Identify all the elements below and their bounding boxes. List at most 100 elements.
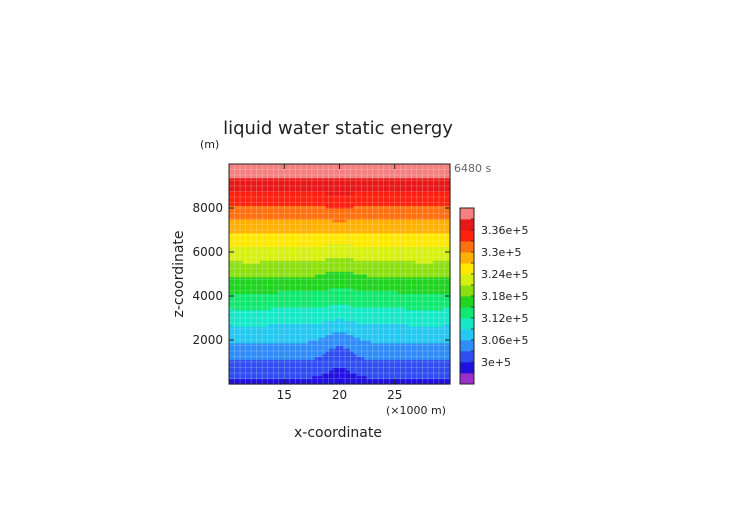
field-cell: [363, 238, 368, 242]
field-cell: [256, 186, 261, 190]
field-cell: [429, 260, 434, 264]
field-cell: [266, 210, 272, 215]
field-cell: [256, 315, 261, 319]
field-cell: [377, 312, 382, 316]
field-cell: [235, 252, 240, 256]
field-cell: [432, 287, 437, 292]
field-cell: [260, 351, 265, 355]
field-cell: [346, 285, 351, 289]
field-cell: [249, 296, 254, 300]
field-cell: [367, 166, 372, 171]
field-cell: [266, 323, 272, 327]
field-cell: [342, 254, 348, 259]
field-cell: [436, 312, 441, 316]
field-cell: [425, 263, 430, 267]
field-cell: [342, 307, 348, 311]
field-cell: [380, 287, 385, 292]
field-cell: [325, 243, 330, 248]
field-cell: [304, 271, 310, 275]
field-cell: [235, 375, 240, 380]
field-cell: [408, 164, 413, 168]
field-cell: [405, 326, 410, 330]
field-cell: [322, 298, 327, 303]
field-cell: [263, 257, 268, 261]
field-cell: [412, 224, 417, 228]
field-cell: [429, 315, 434, 319]
field-cell: [380, 210, 385, 215]
field-cell: [260, 323, 265, 327]
field-cell: [263, 191, 268, 195]
field-cell: [273, 345, 278, 349]
field-cell: [325, 309, 330, 314]
field-cell: [422, 177, 427, 182]
field-cell: [342, 309, 348, 314]
field-cell: [436, 186, 441, 190]
field-cell: [439, 334, 444, 338]
field-cell: [246, 320, 251, 325]
field-cell: [311, 285, 316, 289]
field-cell: [253, 230, 258, 234]
field-cell: [318, 219, 323, 223]
field-cell: [266, 353, 272, 358]
field-cell: [239, 348, 244, 352]
field-cell: [425, 331, 430, 336]
field-cell: [253, 359, 258, 363]
field-cell: [277, 304, 282, 308]
field-cell: [342, 230, 348, 234]
field-cell: [235, 304, 240, 308]
field-cell: [308, 260, 313, 264]
field-cell: [436, 373, 441, 377]
field-cell: [377, 230, 382, 234]
field-cell: [284, 224, 289, 228]
field-cell: [263, 238, 268, 242]
field-cell: [246, 202, 251, 206]
field-cell: [349, 219, 354, 223]
field-cell: [260, 320, 265, 325]
field-cell: [370, 334, 375, 338]
field-cell: [384, 329, 389, 333]
field-cell: [284, 298, 289, 303]
field-cell: [246, 329, 251, 333]
field-cell: [311, 304, 316, 308]
field-cell: [432, 367, 437, 371]
field-cell: [429, 188, 434, 193]
field-cell: [349, 276, 354, 281]
field-cell: [363, 257, 368, 261]
field-cell: [367, 370, 372, 374]
field-cell: [384, 194, 389, 198]
field-cell: [242, 238, 247, 242]
field-cell: [436, 194, 441, 198]
field-cell: [266, 370, 272, 374]
field-cell: [349, 175, 354, 179]
field-cell: [304, 375, 310, 380]
field-cell: [322, 202, 327, 206]
field-cell: [294, 175, 299, 179]
field-cell: [253, 290, 258, 294]
field-cell: [425, 370, 430, 374]
field-cell: [370, 351, 375, 355]
field-cell: [318, 257, 323, 261]
field-cell: [387, 320, 392, 325]
field-cell: [280, 260, 285, 264]
field-cell: [405, 301, 410, 305]
field-cell: [242, 188, 247, 193]
field-cell: [336, 351, 341, 355]
field-cell: [415, 197, 420, 201]
field-cell: [339, 271, 344, 275]
field-cell: [266, 238, 272, 242]
field-cell: [311, 318, 316, 322]
field-cell: [277, 177, 282, 182]
field-cell: [229, 312, 234, 316]
field-cell: [239, 375, 244, 380]
field-cell: [253, 268, 258, 272]
field-cell: [356, 375, 361, 380]
field-cell: [387, 276, 392, 281]
field-cell: [367, 205, 372, 209]
field-cell: [374, 197, 379, 201]
field-cell: [356, 342, 361, 347]
field-cell: [229, 285, 234, 289]
field-cell: [370, 320, 375, 325]
field-cell: [325, 331, 330, 336]
field-cell: [332, 238, 337, 242]
field-cell: [229, 271, 234, 275]
